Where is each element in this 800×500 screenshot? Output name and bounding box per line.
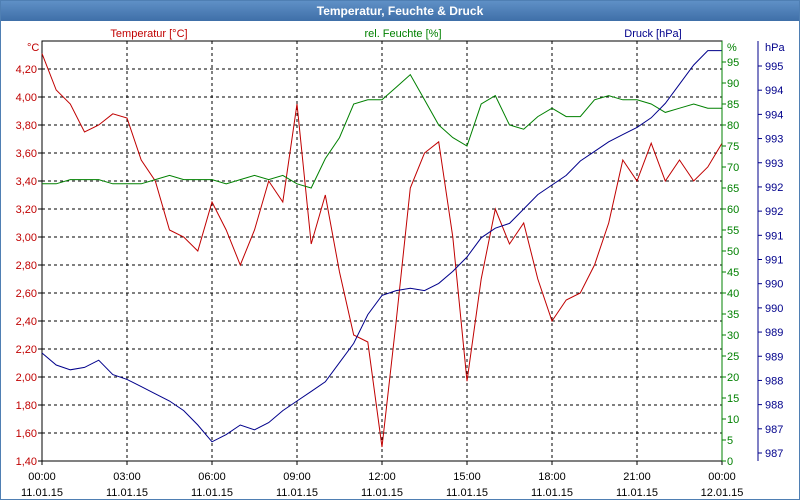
temp-tick-label: 1,80 <box>16 400 37 412</box>
humidity-tick-label: 95 <box>727 57 739 69</box>
x-tick-date: 11.01.15 <box>191 487 233 499</box>
series-layer <box>41 50 723 448</box>
temp-tick-label: 2,80 <box>16 260 37 272</box>
x-tick-date: 11.01.15 <box>616 487 658 499</box>
series-pressure-line <box>41 50 722 443</box>
pressure-axis-title: Druck [hPa] <box>624 28 681 40</box>
x-tick-time: 03:00 <box>113 471 141 483</box>
pressure-tick-label: 987 <box>765 424 783 436</box>
x-tick-time: 21:00 <box>623 471 651 483</box>
humidity-tick-label: 70 <box>727 162 739 174</box>
temp-tick-label: 1,60 <box>16 428 37 440</box>
temp-tick-label: 3,60 <box>16 148 37 160</box>
x-tick-time: 00:00 <box>28 471 56 483</box>
pressure-tick-label: 994 <box>765 85 783 97</box>
pressure-tick-label: 994 <box>765 109 783 121</box>
x-tick-time: 12:00 <box>368 471 396 483</box>
pressure-unit-label: hPa <box>765 42 785 54</box>
x-tick-time: 00:00 <box>708 471 736 483</box>
pressure-tick-label: 991 <box>765 255 783 267</box>
humidity-tick-label: 65 <box>727 183 739 195</box>
pressure-tick-label: 987 <box>765 448 783 460</box>
humidity-tick-label: 10 <box>727 414 739 426</box>
series-temperature-line <box>41 53 723 448</box>
humidity-tick-label: 80 <box>727 120 739 132</box>
humidity-tick-label: 30 <box>727 330 739 342</box>
temp-axis-title: Temperatur [°C] <box>110 28 187 40</box>
temp-tick-label: 2,20 <box>16 344 37 356</box>
humidity-tick-label: 75 <box>727 141 739 153</box>
humidity-tick-label: 20 <box>727 372 739 384</box>
humidity-tick-label: 40 <box>727 288 739 300</box>
humidity-tick-label: 45 <box>727 267 739 279</box>
pressure-tick-label: 991 <box>765 230 783 242</box>
pressure-tick-label: 990 <box>765 303 783 315</box>
pressure-tick-label: 995 <box>765 61 783 73</box>
pressure-tick-label: 993 <box>765 158 783 170</box>
temp-tick-label: 2,00 <box>16 372 37 384</box>
temp-tick-label: 3,20 <box>16 204 37 216</box>
pressure-tick-label: 988 <box>765 400 783 412</box>
temp-tick-label: 3,40 <box>16 176 37 188</box>
temp-tick-label: 4,00 <box>16 92 37 104</box>
humidity-tick-label: 35 <box>727 309 739 321</box>
humidity-tick-label: 50 <box>727 246 739 258</box>
humidity-tick-label: 25 <box>727 351 739 363</box>
x-tick-time: 09:00 <box>283 471 311 483</box>
humidity-tick-label: 0 <box>727 456 733 468</box>
pressure-tick-label: 990 <box>765 279 783 291</box>
pressure-tick-label: 992 <box>765 182 783 194</box>
window-title: Temperatur, Feuchte & Druck <box>1 1 799 21</box>
humidity-tick-label: 55 <box>727 225 739 237</box>
pressure-tick-label: 988 <box>765 375 783 387</box>
humidity-tick-label: 15 <box>727 393 739 405</box>
x-tick-time: 15:00 <box>453 471 481 483</box>
x-tick-date: 11.01.15 <box>21 487 63 499</box>
temp-tick-label: 3,00 <box>16 232 37 244</box>
humidity-tick-label: 90 <box>727 78 739 90</box>
x-tick-date: 11.01.15 <box>361 487 403 499</box>
temp-tick-label: 2,60 <box>16 288 37 300</box>
x-tick-date: 12.01.15 <box>701 487 744 499</box>
humidity-tick-label: 5 <box>727 435 733 447</box>
x-tick-time: 06:00 <box>198 471 226 483</box>
pressure-tick-label: 992 <box>765 206 783 218</box>
temp-tick-label: 3,80 <box>16 120 37 132</box>
temp-tick-label: 2,40 <box>16 316 37 328</box>
temp-tick-label: 1,40 <box>16 456 37 468</box>
x-tick-date: 11.01.15 <box>276 487 318 499</box>
temp-tick-label: 4,20 <box>16 64 37 76</box>
pressure-tick-label: 993 <box>765 134 783 146</box>
x-tick-time: 18:00 <box>538 471 566 483</box>
x-tick-date: 11.01.15 <box>531 487 573 499</box>
humidity-tick-label: 85 <box>727 99 739 111</box>
temp-unit-label: °C <box>27 42 39 54</box>
x-tick-date: 11.01.15 <box>446 487 488 499</box>
pressure-tick-label: 989 <box>765 327 783 339</box>
pressure-tick-label: 989 <box>765 351 783 363</box>
x-tick-date: 11.01.15 <box>106 487 148 499</box>
axes-layer: 00:00 11.01.15 03:00 11.01.15 06:00 11.01.15 0… <box>16 28 786 499</box>
humidity-axis-title: rel. Feuchte [%] <box>364 28 441 40</box>
humidity-tick-label: 60 <box>727 204 739 216</box>
series-humidity-line <box>42 73 722 189</box>
humidity-unit-label: % <box>727 42 737 54</box>
grid <box>42 41 722 461</box>
